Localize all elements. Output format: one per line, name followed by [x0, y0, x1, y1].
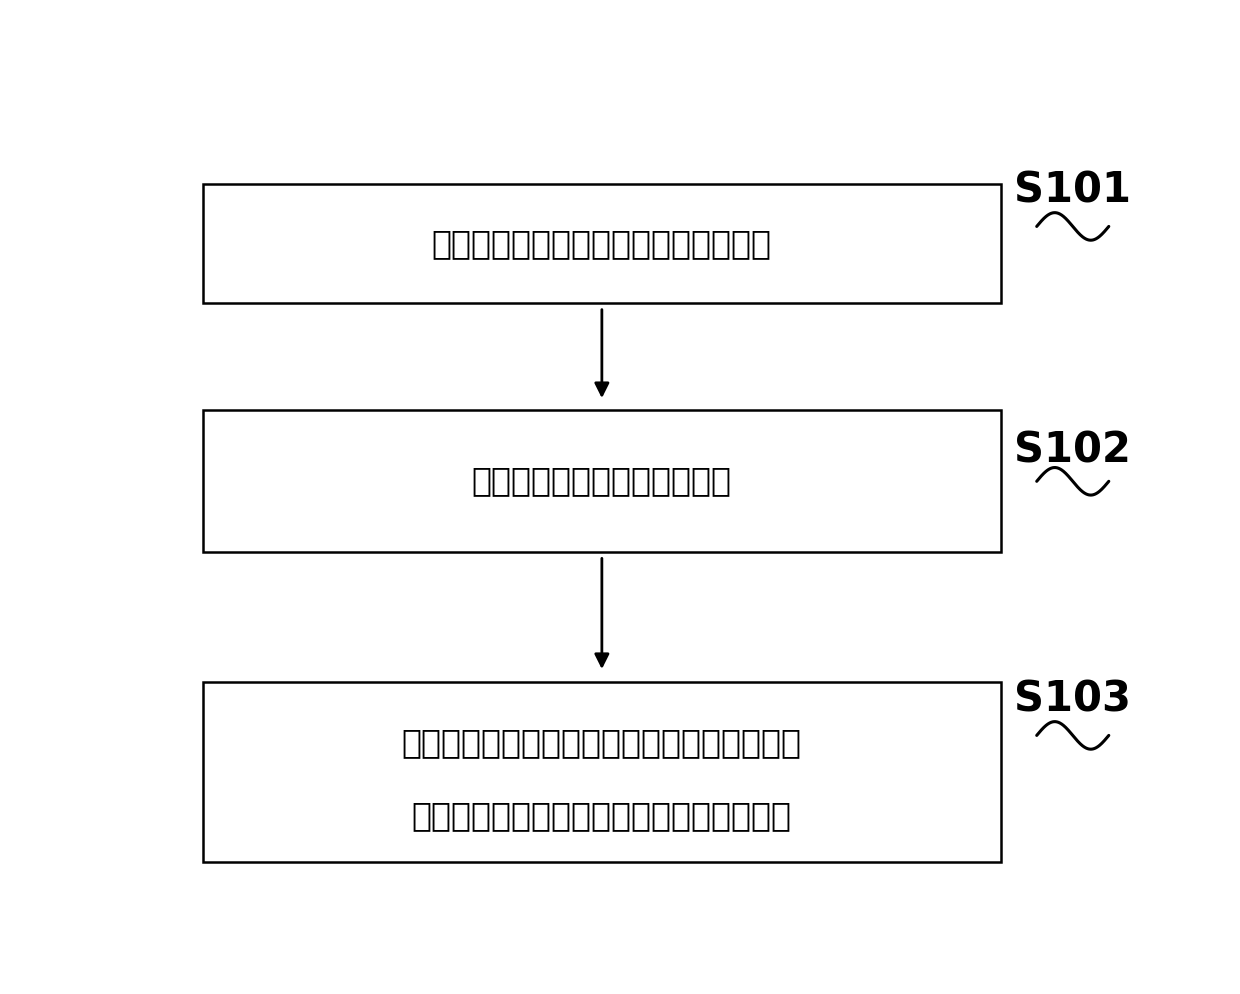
- Bar: [203, 682, 1001, 862]
- Bar: [203, 184, 1001, 303]
- Text: 采用预设算法对所述网格点气象数据集合中的: 采用预设算法对所述网格点气象数据集合中的: [402, 727, 802, 759]
- Text: 获取目标区域内的网格点气象数据集合: 获取目标区域内的网格点气象数据集合: [432, 228, 771, 260]
- Text: S101: S101: [1014, 169, 1131, 211]
- Text: 确定目标区域内的多个电力点: 确定目标区域内的多个电力点: [472, 464, 732, 497]
- Bar: [203, 411, 1001, 552]
- Text: 数据进行计算，确定每个电力点的气象数据: 数据进行计算，确定每个电力点的气象数据: [412, 799, 792, 832]
- Text: S102: S102: [1014, 429, 1131, 471]
- Text: S103: S103: [1014, 678, 1131, 720]
